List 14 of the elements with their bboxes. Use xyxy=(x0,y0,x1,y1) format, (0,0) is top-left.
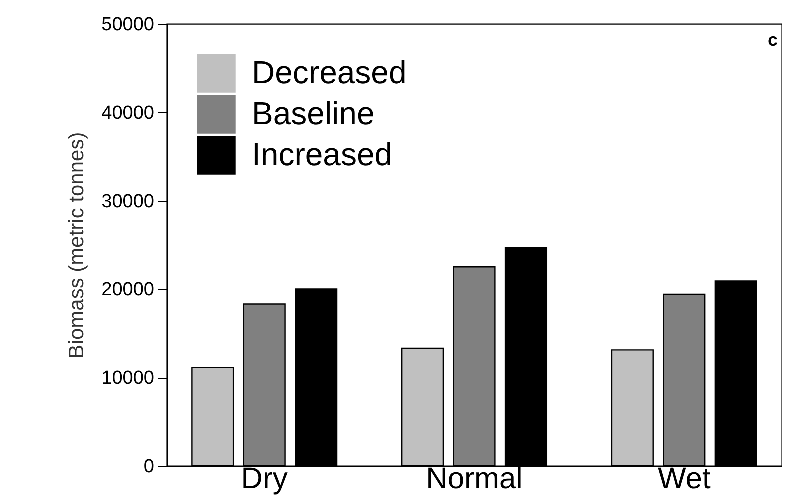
y-tick-label: 10000 xyxy=(102,368,154,390)
x-tick-label: Dry xyxy=(241,462,288,496)
x-tick-label: Normal xyxy=(426,462,523,496)
y-tick-label: 0 xyxy=(144,456,154,478)
annotation: c xyxy=(768,30,778,50)
y-tick-label: 50000 xyxy=(102,14,154,36)
legend-label: Baseline xyxy=(252,96,375,132)
y-tick-label: 40000 xyxy=(102,102,154,124)
y-tick-label: 20000 xyxy=(102,280,154,301)
legend-label: Decreased xyxy=(252,54,407,90)
y-axis-title: Biomass (metric tonnes) xyxy=(66,132,89,359)
y-tick-label: 30000 xyxy=(102,191,154,212)
legend-label: Increased xyxy=(252,136,393,172)
x-tick-label: Wet xyxy=(658,462,712,496)
